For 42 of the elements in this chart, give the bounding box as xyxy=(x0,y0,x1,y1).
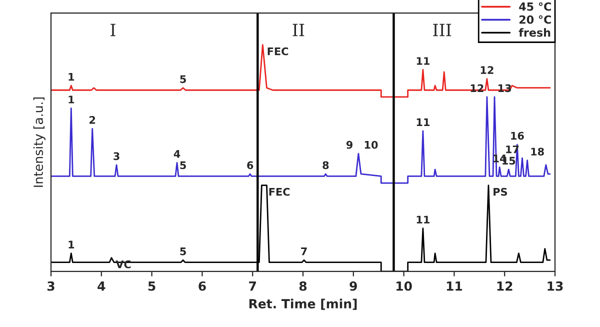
annotation: 7 xyxy=(301,248,307,256)
text: I xyxy=(110,24,116,36)
annotation: 8 xyxy=(322,161,329,170)
annotation: 1 xyxy=(68,240,74,248)
annotation: 18 xyxy=(531,148,544,156)
x-tick-label: 8 xyxy=(299,281,307,291)
annotation: PS xyxy=(494,188,508,196)
annotation: 1 xyxy=(68,96,74,104)
text: III xyxy=(433,24,452,36)
x-tick-label: 9 xyxy=(350,281,357,291)
annotation: FEC xyxy=(269,188,290,196)
y-axis-title: Intensity [a.u.] xyxy=(33,97,46,187)
text: II xyxy=(292,24,304,36)
annotation: 6 xyxy=(247,161,254,170)
x-tick-label: 13 xyxy=(548,281,563,291)
x-tick-label: 12 xyxy=(497,281,512,291)
annotation: 11 xyxy=(416,216,430,224)
annotation: 9 xyxy=(346,140,352,149)
x-tick-label: 7 xyxy=(249,282,256,291)
x-tick-label: 6 xyxy=(198,281,206,291)
annotation: 12 xyxy=(480,66,494,74)
legend-label: 20 °C xyxy=(520,15,551,24)
annotation: 11 xyxy=(416,118,430,126)
annotation: 3 xyxy=(114,152,120,160)
x-tick-label: 10 xyxy=(396,281,412,291)
legend-label: fresh xyxy=(518,28,550,37)
legend-label: 45 °C xyxy=(519,2,551,11)
annotation: FEC xyxy=(268,47,288,56)
x-axis-title: Ret. Time [min] xyxy=(249,298,357,310)
x-tick-label: 11 xyxy=(446,282,462,291)
annotation: 16 xyxy=(511,132,524,140)
annotation: 5 xyxy=(180,75,186,84)
x-tick-label: 3 xyxy=(47,281,54,291)
annotation: 5 xyxy=(180,248,186,256)
annotation: 11 xyxy=(416,57,430,65)
annotation: 10 xyxy=(364,140,378,149)
x-tick-label: 5 xyxy=(148,282,156,291)
annotation: 5 xyxy=(180,161,186,170)
x-tick-label: 4 xyxy=(98,282,106,291)
annotation: 1 xyxy=(68,73,74,81)
annotation: 2 xyxy=(90,116,96,124)
annotation: 4 xyxy=(174,150,180,158)
